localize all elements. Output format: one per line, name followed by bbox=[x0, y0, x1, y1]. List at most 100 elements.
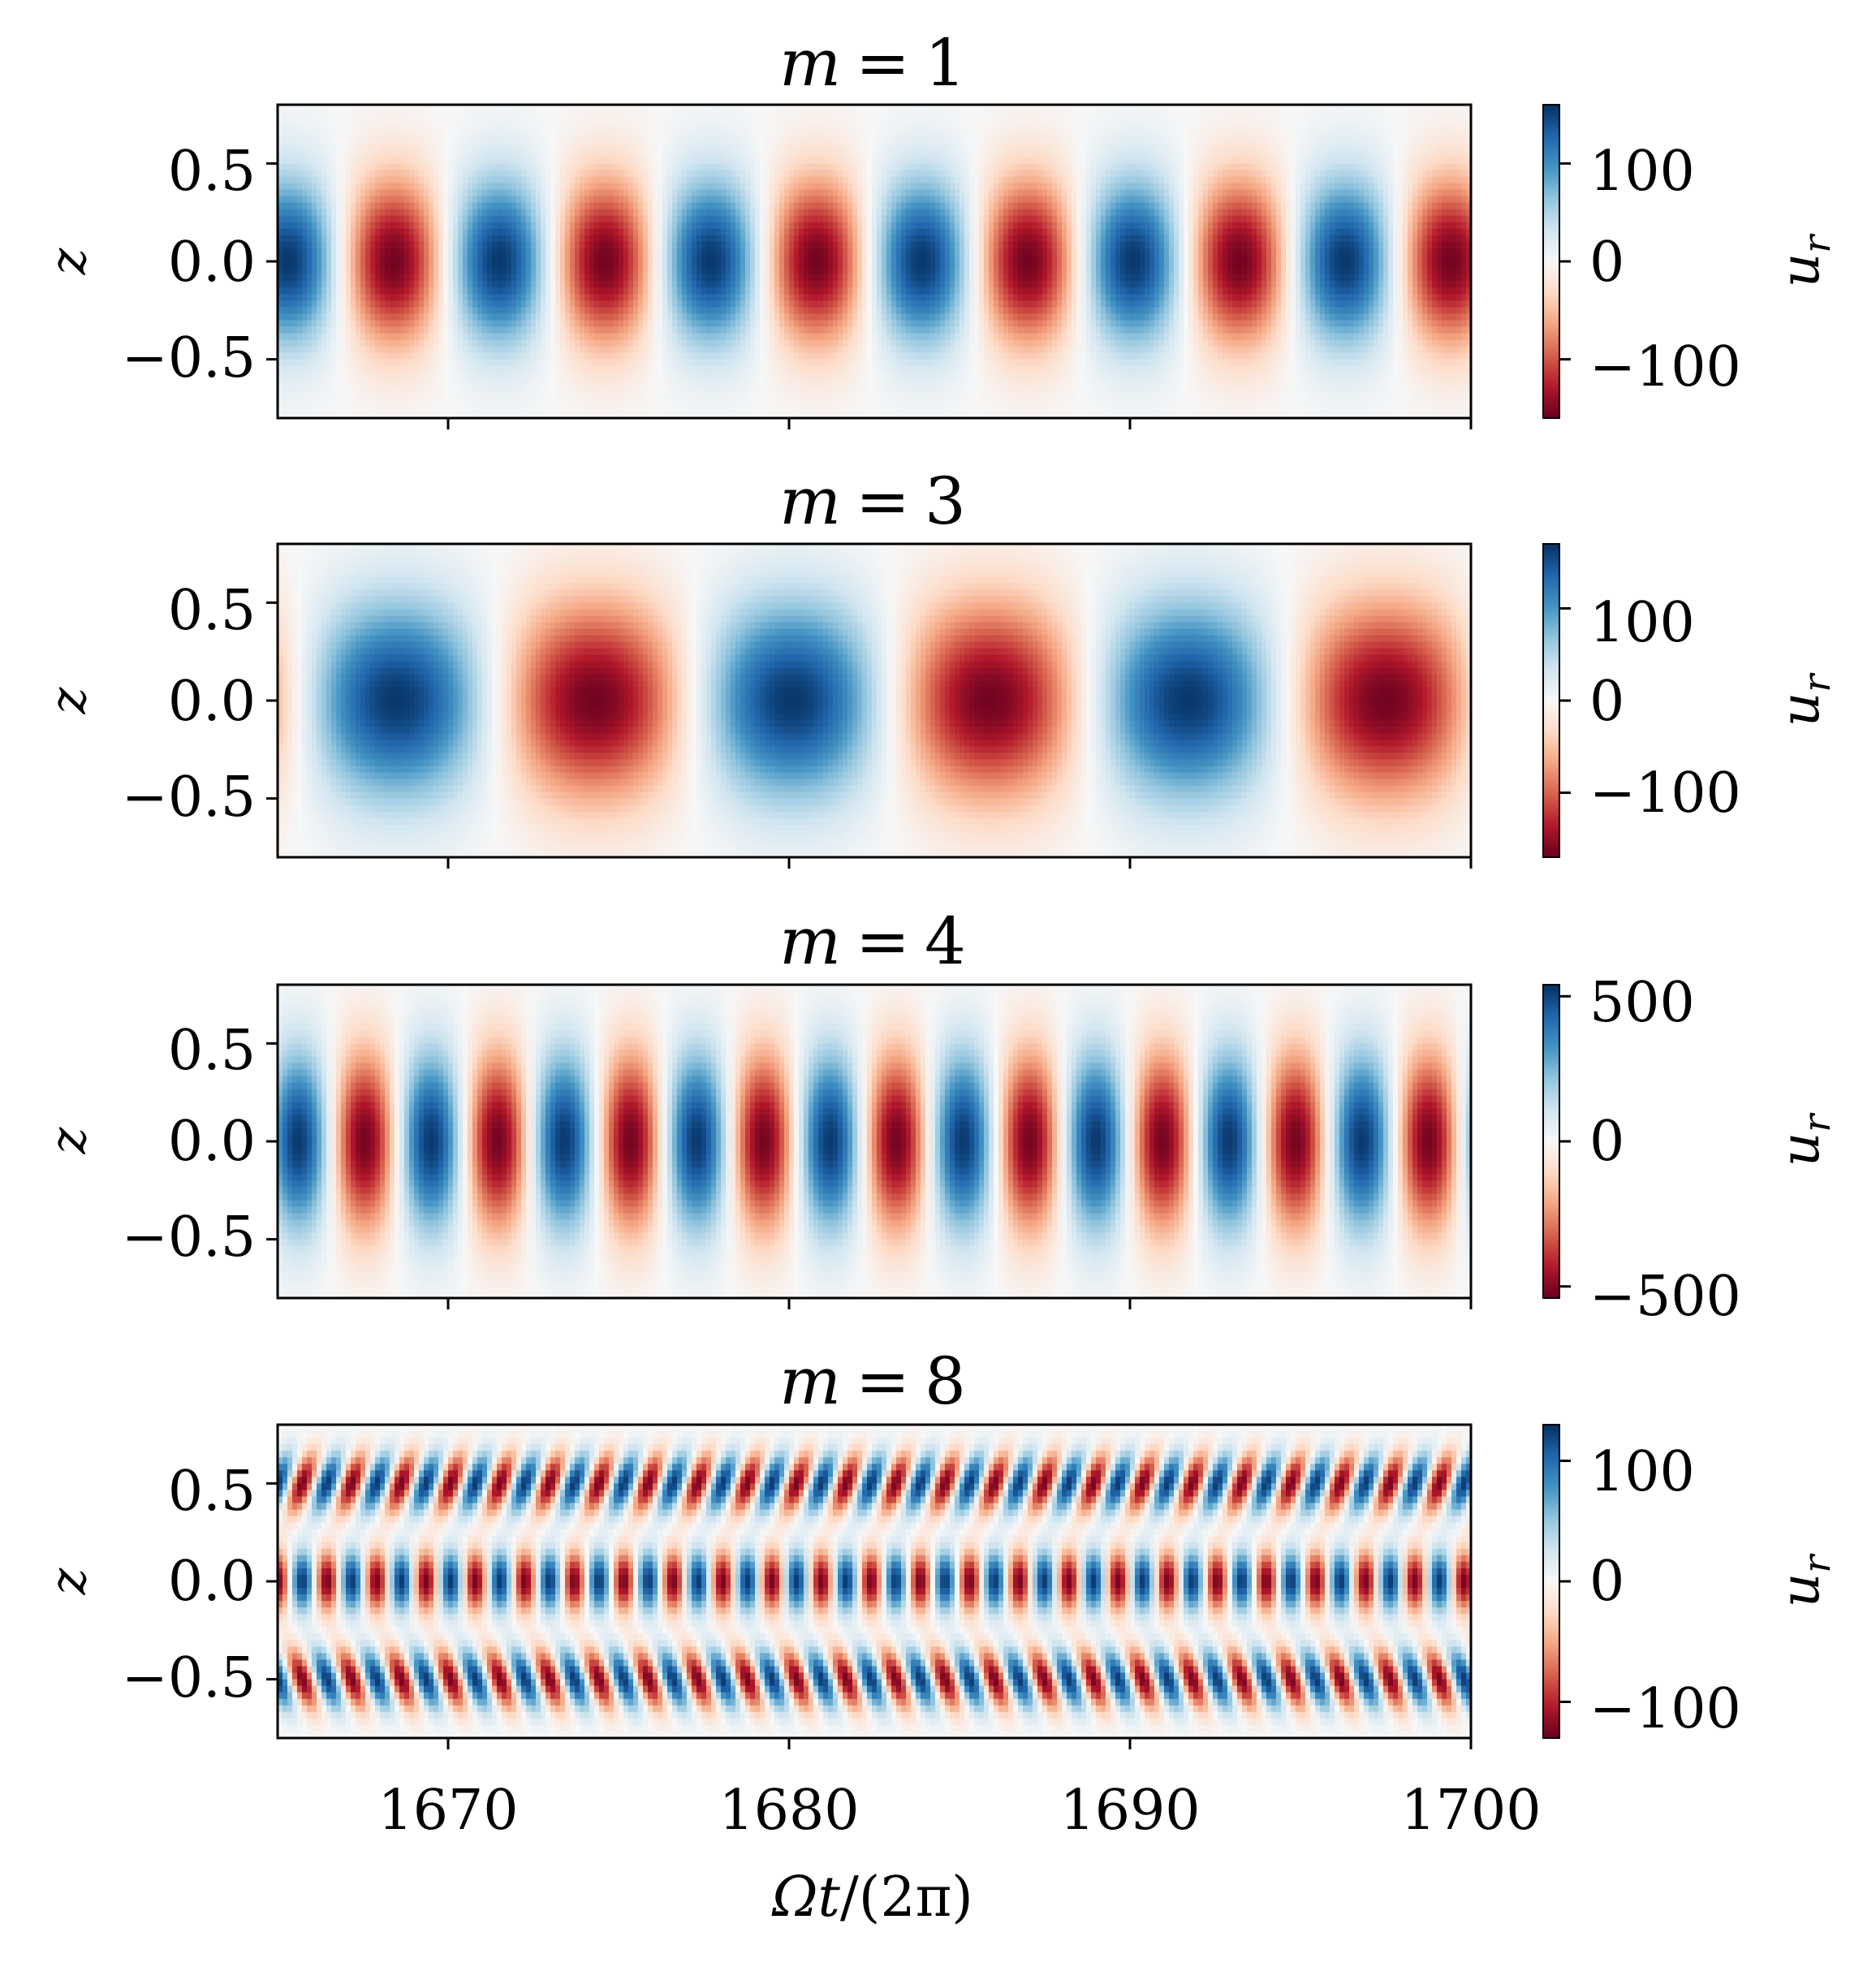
heatmap-cell bbox=[638, 235, 644, 243]
heatmap-cell bbox=[575, 326, 580, 334]
heatmap-cell bbox=[424, 124, 429, 132]
heatmap-cell bbox=[609, 307, 615, 314]
heatmap-cell bbox=[375, 360, 381, 367]
heatmap-cell bbox=[584, 366, 590, 373]
heatmap-cell bbox=[346, 157, 351, 164]
heatmap-cell bbox=[643, 294, 649, 301]
heatmap-cell bbox=[468, 229, 473, 236]
heatmap-cell bbox=[570, 307, 576, 314]
heatmap-cell bbox=[526, 111, 532, 119]
heatmap-cell bbox=[453, 294, 459, 301]
heatmap-cell bbox=[380, 131, 386, 138]
heatmap-cell bbox=[458, 268, 464, 275]
heatmap-cell bbox=[482, 340, 488, 347]
heatmap-cell bbox=[511, 386, 517, 393]
heatmap-cell bbox=[536, 326, 541, 334]
heatmap-cell bbox=[555, 255, 561, 262]
heatmap-cell bbox=[521, 163, 527, 170]
heatmap-cell bbox=[472, 209, 478, 217]
heatmap-cell bbox=[326, 203, 332, 210]
heatmap-cell bbox=[580, 399, 585, 406]
heatmap-cell bbox=[497, 229, 502, 236]
heatmap-cell bbox=[472, 340, 478, 347]
heatmap-cell bbox=[643, 163, 649, 170]
heatmap-cell bbox=[351, 170, 356, 177]
heatmap-cell bbox=[365, 170, 371, 177]
heatmap-cell bbox=[492, 333, 498, 340]
heatmap-cell bbox=[351, 326, 356, 334]
heatmap-cell bbox=[365, 229, 371, 236]
heatmap-cell bbox=[429, 229, 434, 236]
heatmap-cell bbox=[433, 111, 439, 119]
heatmap-cell bbox=[370, 248, 376, 256]
heatmap-cell bbox=[409, 157, 415, 164]
heatmap-cell bbox=[614, 137, 619, 144]
heatmap-cell bbox=[404, 229, 410, 236]
heatmap-cell bbox=[453, 170, 459, 177]
heatmap-cell bbox=[619, 294, 624, 301]
heatmap-cell bbox=[511, 405, 517, 412]
heatmap-cell bbox=[531, 144, 537, 151]
heatmap-cell bbox=[360, 157, 366, 164]
heatmap-cell bbox=[404, 176, 410, 183]
heatmap-cell bbox=[375, 176, 381, 183]
heatmap-cell bbox=[497, 242, 502, 249]
heatmap-cell bbox=[541, 313, 546, 321]
heatmap-cell bbox=[502, 209, 507, 217]
heatmap-cell bbox=[360, 307, 366, 314]
heatmap-cell bbox=[404, 379, 410, 386]
heatmap-cell bbox=[302, 360, 308, 367]
heatmap-cell bbox=[614, 183, 619, 191]
heatmap-cell bbox=[282, 268, 288, 275]
heatmap-cell bbox=[341, 347, 347, 354]
heatmap-cell bbox=[390, 118, 395, 125]
heatmap-cell bbox=[360, 196, 366, 204]
heatmap-cell bbox=[468, 320, 473, 327]
heatmap-cell bbox=[458, 229, 464, 236]
heatmap-cell bbox=[541, 157, 546, 164]
heatmap-cell bbox=[482, 294, 488, 301]
heatmap-cell bbox=[619, 399, 624, 406]
heatmap-cell bbox=[619, 347, 624, 354]
heatmap-cell bbox=[385, 196, 390, 204]
heatmap-cell bbox=[360, 248, 366, 256]
heatmap-cell bbox=[541, 340, 546, 347]
heatmap-cell bbox=[395, 405, 400, 412]
heatmap-cell bbox=[448, 353, 454, 360]
heatmap-cell bbox=[468, 274, 473, 282]
heatmap-cell bbox=[536, 274, 541, 282]
heatmap-cell bbox=[526, 274, 532, 282]
heatmap-cell bbox=[433, 386, 439, 393]
heatmap-cell bbox=[589, 124, 595, 132]
heatmap-cell bbox=[346, 150, 351, 157]
heatmap-cell bbox=[526, 326, 532, 334]
heatmap-cell bbox=[336, 216, 342, 223]
heatmap-cell bbox=[619, 373, 624, 380]
heatmap-cell bbox=[604, 111, 610, 119]
heatmap-cell bbox=[468, 242, 473, 249]
heatmap-cell bbox=[560, 170, 566, 177]
heatmap-cell bbox=[351, 248, 356, 256]
heatmap-cell bbox=[375, 268, 381, 275]
heatmap-cell bbox=[390, 203, 395, 210]
heatmap-cell bbox=[589, 320, 595, 327]
heatmap-cell bbox=[433, 313, 439, 321]
heatmap-cell bbox=[356, 248, 361, 256]
heatmap-cell bbox=[429, 366, 434, 373]
heatmap-cell bbox=[492, 405, 498, 412]
heatmap-cell bbox=[623, 176, 629, 183]
heatmap-cell bbox=[492, 287, 498, 295]
heatmap-cell bbox=[433, 255, 439, 262]
heatmap-cell bbox=[497, 300, 502, 308]
heatmap-cell bbox=[424, 229, 429, 236]
heatmap-cell bbox=[623, 313, 629, 321]
heatmap-cell bbox=[370, 347, 376, 354]
heatmap-cell bbox=[282, 386, 288, 393]
heatmap-cell bbox=[555, 340, 561, 347]
heatmap-cell bbox=[623, 281, 629, 288]
heatmap-cell bbox=[282, 294, 288, 301]
heatmap-cell bbox=[414, 300, 420, 308]
heatmap-cell bbox=[628, 347, 634, 354]
heatmap-cell bbox=[346, 261, 351, 269]
heatmap-cell bbox=[511, 170, 517, 177]
